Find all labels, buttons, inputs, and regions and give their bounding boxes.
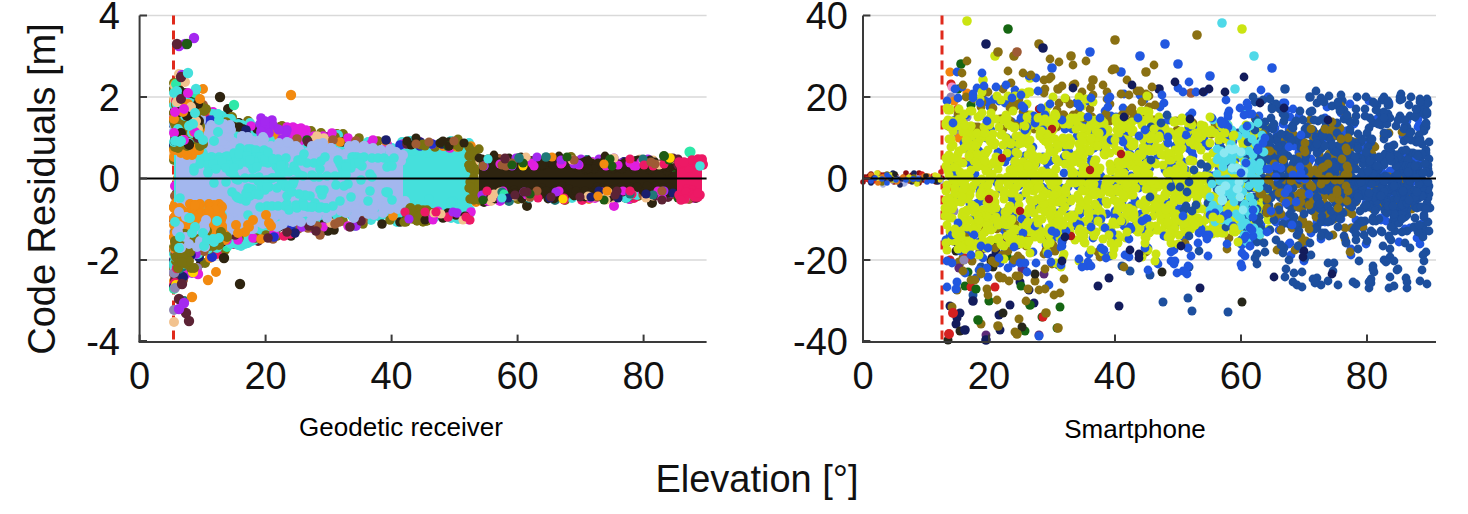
svg-text:40: 40	[1094, 355, 1136, 397]
svg-text:-2: -2	[86, 240, 120, 282]
svg-text:80: 80	[1346, 355, 1388, 397]
svg-text:0: 0	[852, 355, 873, 397]
svg-text:Elevation [°]: Elevation [°]	[655, 458, 858, 500]
svg-text:4: 4	[99, 0, 120, 37]
svg-text:Geodetic receiver: Geodetic receiver	[299, 412, 503, 442]
svg-text:-4: -4	[86, 321, 120, 363]
svg-text:60: 60	[496, 355, 538, 397]
svg-text:60: 60	[1220, 355, 1262, 397]
svg-text:-20: -20	[793, 240, 848, 282]
svg-text:20: 20	[968, 355, 1010, 397]
svg-text:40: 40	[370, 355, 412, 397]
svg-text:0: 0	[827, 158, 848, 200]
svg-text:80: 80	[622, 355, 664, 397]
svg-text:0: 0	[99, 158, 120, 200]
svg-text:20: 20	[806, 77, 848, 119]
svg-text:20: 20	[244, 355, 286, 397]
svg-text:40: 40	[806, 0, 848, 37]
svg-text:0: 0	[129, 355, 150, 397]
svg-text:Smartphone: Smartphone	[1064, 414, 1206, 444]
svg-text:Code Residuals [m]: Code Residuals [m]	[21, 23, 63, 355]
svg-text:-40: -40	[793, 321, 848, 363]
svg-text:2: 2	[99, 77, 120, 119]
